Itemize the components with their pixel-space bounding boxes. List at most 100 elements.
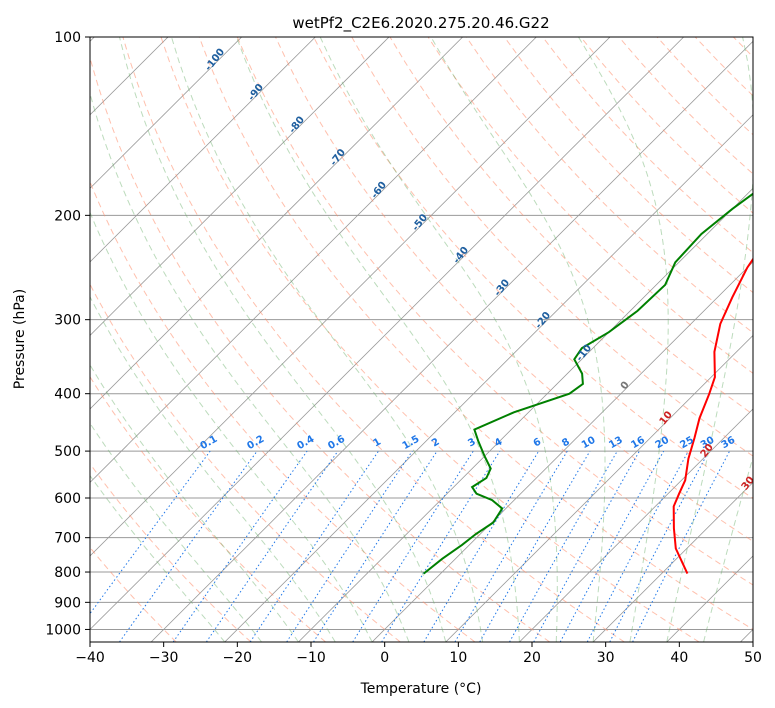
- mixing-ratio-line: [119, 450, 258, 642]
- y-tick-label: 900: [54, 595, 81, 611]
- mixing-ratio-label: 2: [430, 436, 442, 449]
- moist-adiabat-line: [90, 422, 262, 642]
- x-tick-label: −30: [149, 650, 179, 666]
- mixing-ratio-line: [90, 450, 211, 615]
- dry-adiabat-line: [275, 37, 753, 542]
- isotherm-line: [90, 37, 684, 631]
- isotherm-line: [90, 37, 242, 189]
- dry-adiabat-line: [160, 37, 700, 642]
- mixing-ratio-line: [509, 450, 618, 642]
- x-tick-label: 10: [449, 650, 467, 666]
- isotherm-line: [519, 408, 753, 642]
- dry-adiabat-line: [90, 462, 252, 642]
- y-tick-label: 500: [54, 444, 81, 460]
- mixing-ratio-label: 36: [720, 435, 738, 452]
- isotherm-line: [592, 481, 753, 642]
- mixing-ratio-line: [454, 450, 568, 642]
- y-tick-label: 1000: [45, 622, 81, 638]
- moist-adiabat-line: [90, 474, 226, 642]
- mixing-ratio-line: [559, 450, 665, 642]
- x-tick-label: 50: [744, 650, 762, 666]
- isotherm-line: [90, 37, 611, 557]
- moist-adiabat-line: [430, 37, 606, 642]
- y-tick-label: 400: [54, 387, 81, 403]
- dry-adiabat-line: [694, 37, 753, 97]
- dry-adiabat-line: [465, 37, 753, 334]
- background-lines: [90, 37, 753, 642]
- mixing-ratio-label: 3: [466, 436, 478, 449]
- temperature-line: [672, 257, 753, 575]
- mixing-ratio-label: 16: [629, 435, 647, 452]
- moist-adiabat-line: [90, 91, 410, 642]
- moist-adiabat-line: [90, 363, 299, 642]
- y-axis-label: Pressure (hPa): [12, 289, 28, 389]
- isotherm-label: 30: [740, 475, 757, 493]
- mixing-ratio-line: [249, 450, 379, 642]
- mixing-ratio-line: [586, 450, 689, 642]
- isotherm-line: [90, 37, 316, 263]
- moist-adiabat-line: [578, 37, 669, 642]
- moist-adiabat-line: [703, 455, 753, 642]
- mixing-ratio-label: 20: [654, 435, 672, 452]
- isotherm-label: -90: [246, 82, 266, 103]
- dry-adiabat-line: [236, 37, 753, 586]
- isotherm-line: [90, 37, 537, 483]
- isotherm-label: -30: [492, 278, 512, 299]
- dry-adiabat-line: [90, 180, 476, 642]
- moist-adiabat-line: [666, 37, 753, 642]
- moist-adiabat-line: [90, 295, 336, 642]
- isotherm-line: [150, 40, 753, 642]
- isotherm-line: [445, 334, 753, 642]
- chart-title: wetPf2_C2E6.2020.275.20.46.G22: [292, 14, 549, 33]
- mixing-ratio-label: 10: [580, 435, 598, 452]
- isotherm-label: -80: [287, 115, 307, 136]
- x-tick-label: 30: [597, 650, 615, 666]
- isotherm-label: 0: [619, 380, 632, 392]
- isotherm-line: [666, 555, 753, 642]
- mixing-ratio-line: [286, 450, 413, 642]
- mixing-ratio-label: 4: [493, 436, 505, 449]
- isotherm-label: -100: [203, 47, 227, 74]
- isotherm-line: [371, 261, 753, 642]
- moist-adiabat-line: [236, 37, 520, 642]
- x-tick-label: −40: [75, 650, 105, 666]
- y-tick-label: 300: [54, 313, 81, 329]
- dry-adiabat-line: [90, 375, 326, 642]
- mixing-ratio-label: 6: [532, 436, 544, 449]
- x-axis: −40 −30 −20 −10 0 10 20 30 40 50: [75, 642, 762, 666]
- dry-adiabat-line: [122, 37, 625, 642]
- moist-adiabat-line: [119, 37, 447, 642]
- dry-adiabat-line: [90, 55, 550, 642]
- dry-adiabat-line: [503, 37, 753, 294]
- y-tick-label: 200: [54, 208, 81, 224]
- mixing-ratio-label: 1: [372, 436, 384, 449]
- mixing-ratio-line: [381, 450, 501, 642]
- mixing-ratio-line: [172, 450, 308, 642]
- moist-adiabat-line: [319, 37, 558, 642]
- mixing-ratio-line: [632, 450, 731, 642]
- mixing-ratio-label: 0.2: [245, 434, 266, 452]
- x-tick-label: 20: [523, 650, 541, 666]
- isotherm-label: -70: [328, 147, 348, 168]
- dry-adiabat-line: [313, 37, 753, 500]
- moist-adiabat-line: [171, 37, 484, 642]
- mixing-ratio-line: [313, 450, 438, 642]
- isotherm-label: 10: [658, 409, 675, 427]
- mixing-ratio-label: 0.1: [199, 434, 220, 452]
- isotherm-line: [224, 114, 753, 642]
- moist-adiabat-line: [90, 211, 373, 642]
- mixing-ratio-line: [205, 450, 339, 642]
- y-tick-label: 600: [54, 491, 81, 507]
- y-tick-label: 700: [54, 531, 81, 547]
- y-tick-label: 800: [54, 565, 81, 581]
- isotherm-line: [90, 37, 390, 336]
- mixing-ratio-label: 25: [678, 435, 696, 452]
- dewpoint-line: [423, 192, 753, 575]
- y-tick-label: 100: [54, 30, 81, 46]
- y-axis: 100 200 300 400 500 600 700 800 900 1000: [45, 30, 90, 638]
- dry-adiabat-line: [618, 37, 753, 175]
- dry-adiabat-line: [198, 37, 753, 630]
- isotherm-label: -40: [451, 245, 471, 266]
- isotherm-label: -60: [369, 180, 389, 201]
